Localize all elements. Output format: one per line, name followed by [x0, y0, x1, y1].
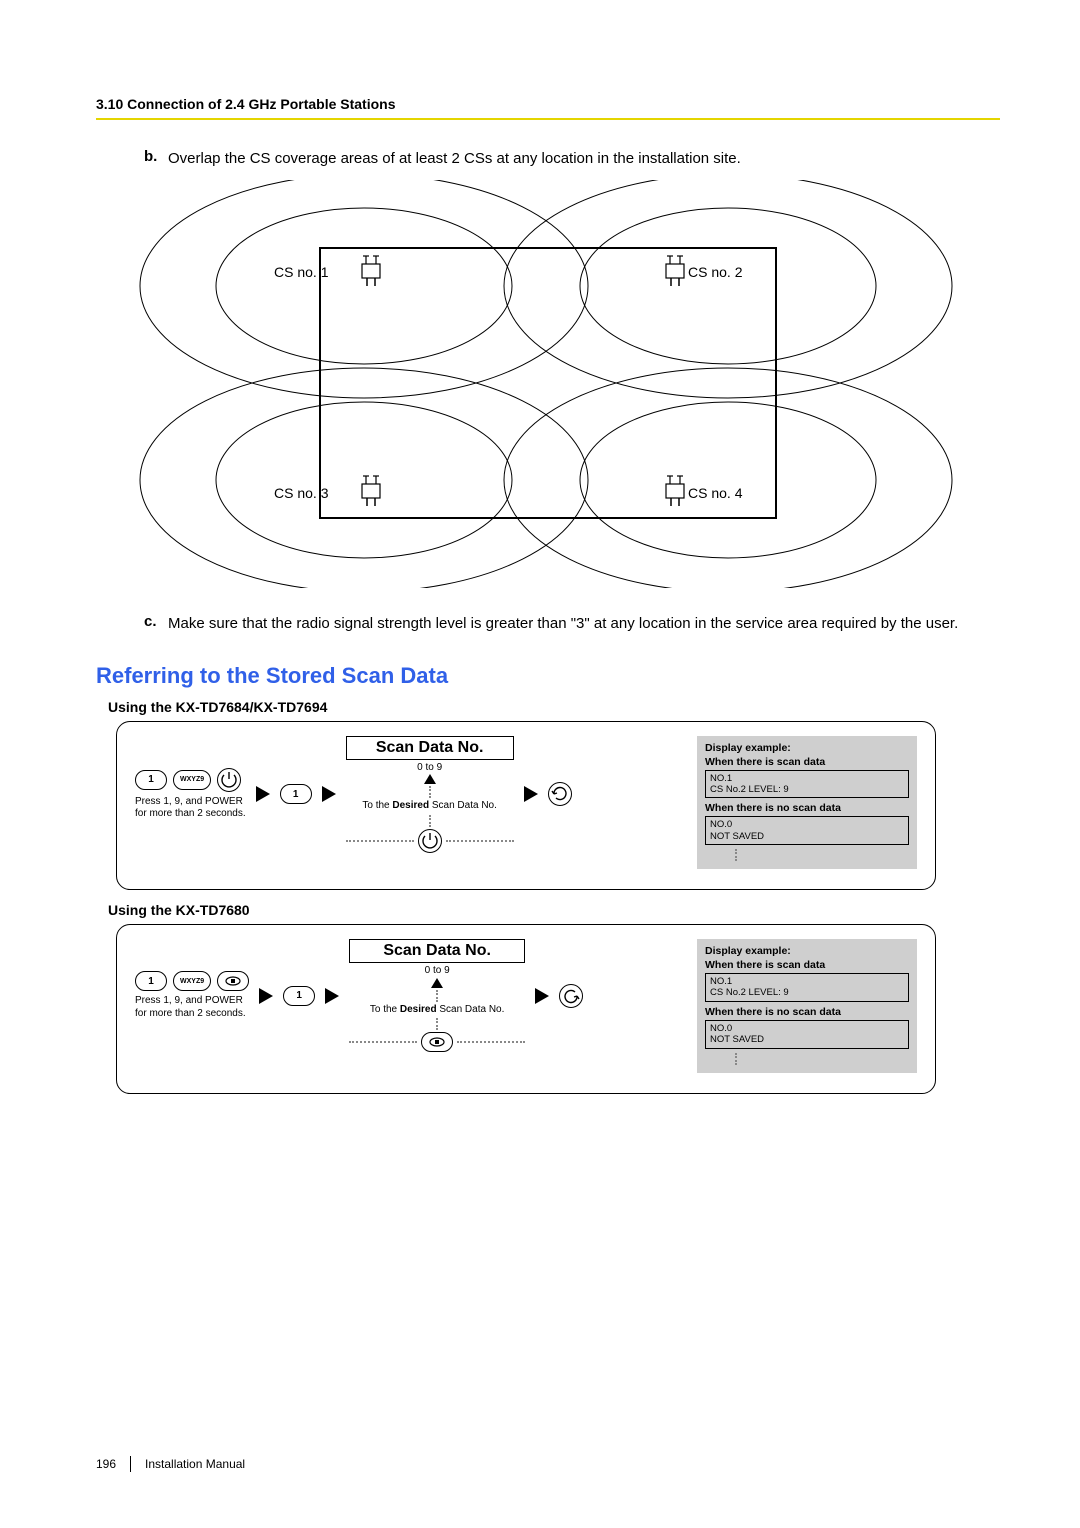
dotted-connector: [735, 1053, 737, 1065]
item-text: Overlap the CS coverage areas of at leas…: [168, 148, 741, 170]
dotted-connector: [436, 990, 438, 1002]
list-item-b: b. Overlap the CS coverage areas of at l…: [144, 148, 1000, 170]
list-item-c: c. Make sure that the radio signal stren…: [144, 613, 1000, 635]
press-caption: Press 1, 9, and POWER for more than 2 se…: [135, 995, 249, 1020]
dotted-connector: [346, 840, 414, 842]
arrow-up-icon: [431, 978, 443, 988]
arrow-icon: [325, 988, 339, 1004]
dotted-connector: [429, 786, 431, 798]
flow-panel-7680: 1 WXYZ9 Press 1, 9, and POWER for more t…: [116, 924, 936, 1094]
svg-text:CS no. 2: CS no. 2: [688, 264, 743, 280]
scan-data-box: Scan Data No.: [349, 939, 525, 963]
dotted-connector: [436, 1018, 438, 1030]
item-letter: b.: [144, 148, 168, 170]
dotted-connector: [446, 840, 514, 842]
key-1: 1: [135, 770, 167, 790]
item-text: Make sure that the radio signal strength…: [168, 613, 958, 635]
page-number: 196: [96, 1457, 116, 1471]
key-1: 1: [280, 784, 312, 804]
item-letter: c.: [144, 613, 168, 635]
range-label: 0 to 9: [349, 965, 525, 978]
key-9: WXYZ9: [173, 971, 211, 991]
dotted-connector: [457, 1041, 525, 1043]
footer-divider: [130, 1456, 131, 1472]
svg-text:CS no. 3: CS no. 3: [274, 485, 329, 501]
cycle-icon: [548, 782, 572, 806]
arrow-icon: [256, 786, 270, 802]
arrow-up-icon: [424, 774, 436, 784]
page-footer: 196 Installation Manual: [96, 1456, 245, 1472]
scan-data-box: Scan Data No.: [346, 736, 514, 760]
dotted-connector: [735, 849, 737, 861]
coverage-diagram: CS no. 1 CS no. 2 CS no. 3 CS no. 4: [128, 180, 1000, 593]
dotted-connector: [349, 1041, 417, 1043]
key-1: 1: [135, 971, 167, 991]
key-1: 1: [283, 986, 315, 1006]
display-example: Display example: When there is scan data…: [697, 736, 917, 870]
footer-label: Installation Manual: [145, 1457, 245, 1471]
arrow-icon: [259, 988, 273, 1004]
cycle-icon: [559, 984, 583, 1008]
arrow-icon: [322, 786, 336, 802]
flow-panel-7684: 1 WXYZ9 Press 1, 9, and POWER for more t…: [116, 721, 936, 891]
svg-text:CS no. 4: CS no. 4: [688, 485, 743, 501]
section-header: 3.10 Connection of 2.4 GHz Portable Stat…: [96, 96, 1000, 120]
power-icon: [217, 768, 241, 792]
power-flat-icon: [421, 1032, 453, 1052]
desired-caption: To the Desired Scan Data No.: [346, 800, 514, 813]
svg-text:CS no. 1: CS no. 1: [274, 264, 329, 280]
key-9: WXYZ9: [173, 770, 211, 790]
dotted-connector: [429, 815, 431, 827]
range-label: 0 to 9: [346, 762, 514, 775]
power-flat-icon: [217, 971, 249, 991]
subheading-7684: Using the KX-TD7684/KX-TD7694: [108, 699, 1000, 715]
press-caption: Press 1, 9, and POWER for more than 2 se…: [135, 796, 246, 821]
power-icon: [418, 829, 442, 853]
display-example: Display example: When there is scan data…: [697, 939, 917, 1073]
heading-scan-data: Referring to the Stored Scan Data: [96, 663, 1000, 689]
subheading-7680: Using the KX-TD7680: [108, 902, 1000, 918]
arrow-icon: [524, 786, 538, 802]
desired-caption: To the Desired Scan Data No.: [349, 1004, 525, 1017]
arrow-icon: [535, 988, 549, 1004]
